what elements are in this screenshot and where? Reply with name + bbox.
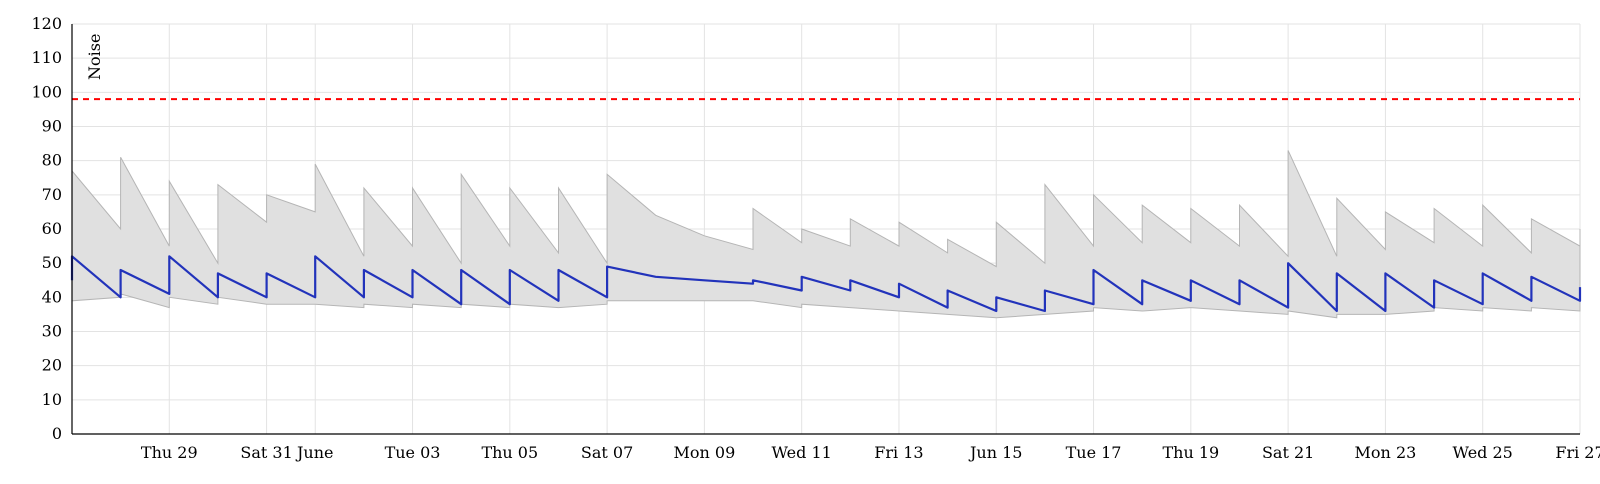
y-tick-label: 20 <box>42 356 62 375</box>
y-tick-label: 110 <box>31 48 62 67</box>
x-tick-label: Thu 29 <box>141 443 198 462</box>
y-tick-label: 0 <box>52 424 62 443</box>
y-tick-label: 80 <box>42 151 62 170</box>
y-tick-label: 60 <box>42 219 62 238</box>
x-tick-label: Wed 11 <box>772 443 832 462</box>
range-band <box>71 150 1581 319</box>
y-tick-label: 70 <box>42 185 62 204</box>
x-tick-label: June <box>295 443 334 462</box>
band-area <box>71 150 1581 319</box>
y-tick-label: 50 <box>42 253 62 272</box>
x-tick-label: Tue 03 <box>385 443 441 462</box>
x-tick-label: Fri 27 <box>1555 443 1600 462</box>
x-tick-label: Tue 17 <box>1066 443 1122 462</box>
x-tick-label: Mon 23 <box>1355 443 1417 462</box>
y-tick-label: 30 <box>42 322 62 341</box>
y-axis-label: Noise <box>85 34 104 80</box>
average-line <box>70 255 1582 313</box>
average-series-line <box>70 255 1582 313</box>
x-tick-label: Thu 19 <box>1162 443 1219 462</box>
y-tick-label: 100 <box>31 82 62 101</box>
x-tick-label: Sat 21 <box>1262 443 1314 462</box>
x-tick-label: Sat 07 <box>581 443 633 462</box>
x-tick-label: Mon 09 <box>674 443 736 462</box>
axes: 0 10 20 30 40 50 60 70 80 90 100 110 120 Thu 29 Sat 31… <box>31 14 1600 462</box>
y-tick-label: 40 <box>42 287 62 306</box>
x-tick-label: Wed 25 <box>1453 443 1513 462</box>
x-tick-label: Fri 13 <box>874 443 923 462</box>
y-tick-label: 90 <box>42 117 62 136</box>
y-tick-label: 120 <box>31 14 62 33</box>
x-tick-label: Jun 15 <box>968 443 1022 462</box>
y-tick-label: 10 <box>42 390 62 409</box>
x-tick-label: Sat 31 <box>240 443 292 462</box>
x-tick-label: Thu 05 <box>481 443 538 462</box>
